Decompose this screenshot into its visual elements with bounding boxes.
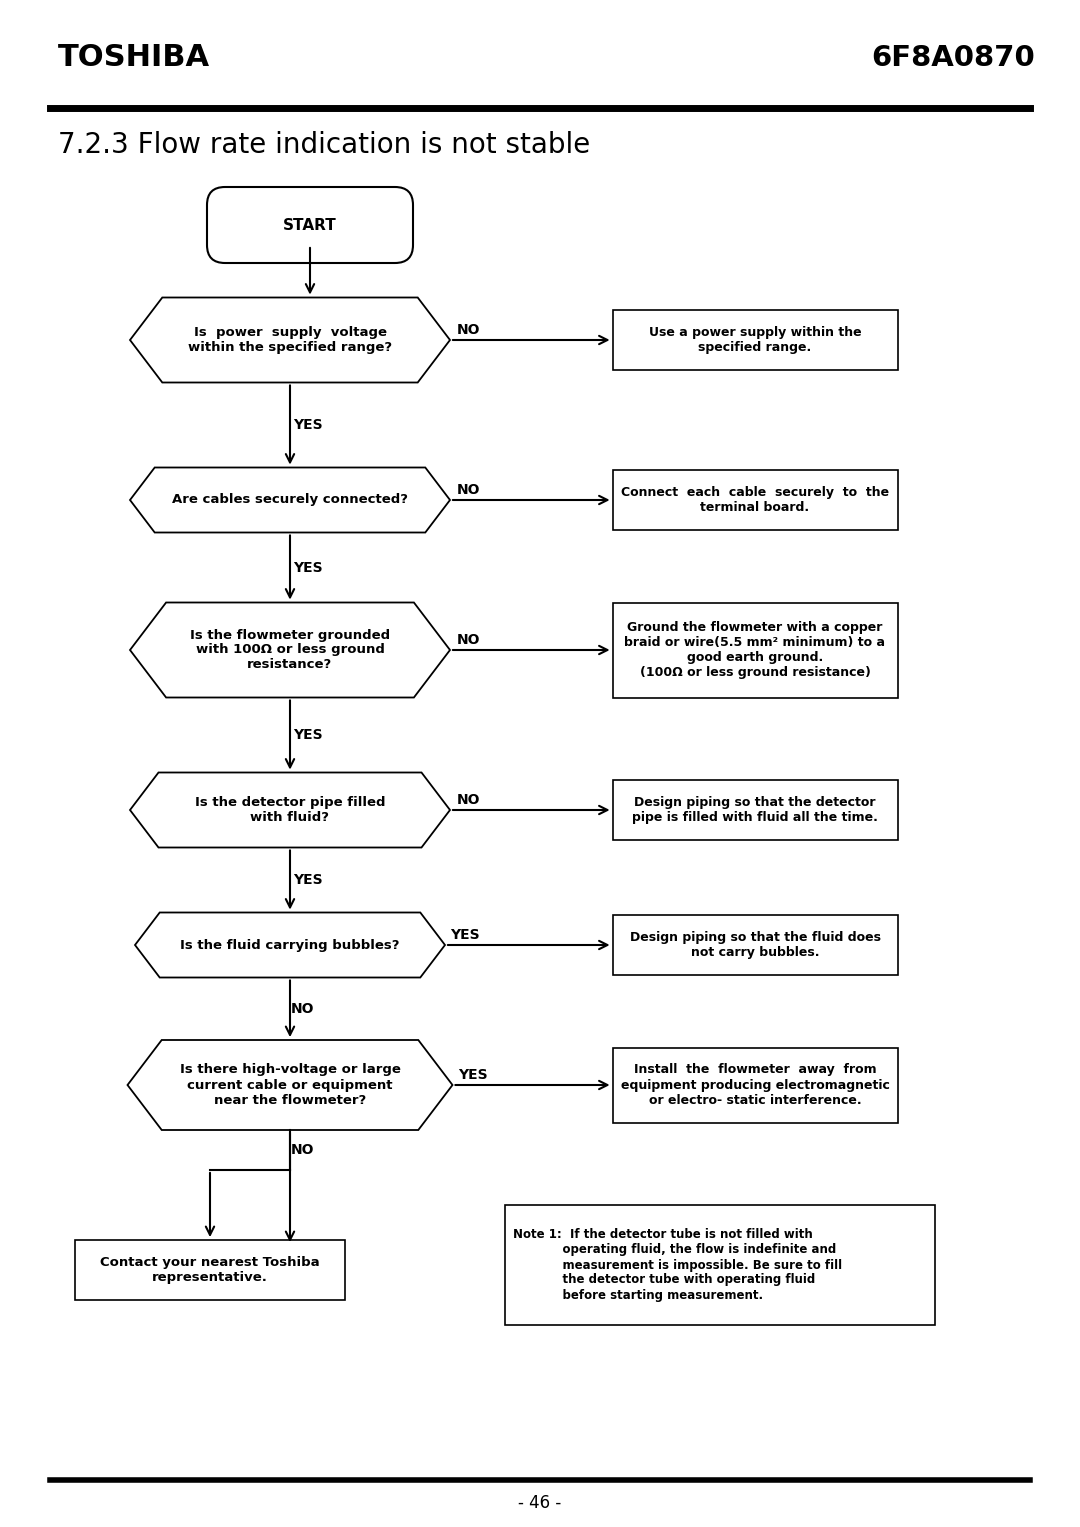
- Text: 6F8A0870: 6F8A0870: [872, 44, 1035, 72]
- Text: Note 1:  If the detector tube is not filled with
            operating fluid, th: Note 1: If the detector tube is not fill…: [513, 1229, 842, 1301]
- Text: YES: YES: [293, 418, 323, 432]
- Bar: [612, 603, 897, 698]
- Text: YES: YES: [458, 1067, 487, 1083]
- Text: Is there high-voltage or large
current cable or equipment
near the flowmeter?: Is there high-voltage or large current c…: [179, 1063, 401, 1107]
- Text: TOSHIBA: TOSHIBA: [58, 43, 211, 72]
- Bar: [612, 780, 897, 840]
- Bar: [612, 310, 897, 370]
- Text: Is  power  supply  voltage
within the specified range?: Is power supply voltage within the speci…: [188, 325, 392, 354]
- Text: YES: YES: [450, 928, 480, 942]
- Bar: [612, 915, 897, 976]
- Text: NO: NO: [456, 324, 480, 337]
- Text: Ground the flowmeter with a copper
braid or wire(5.5 mm² minimum) to a
good eart: Ground the flowmeter with a copper braid…: [624, 621, 886, 680]
- Bar: [612, 1048, 897, 1122]
- Text: YES: YES: [293, 560, 323, 574]
- Text: NO: NO: [456, 483, 480, 496]
- Text: NO: NO: [291, 1002, 314, 1015]
- Text: Install  the  flowmeter  away  from
equipment producing electromagnetic
or elect: Install the flowmeter away from equipmen…: [621, 1063, 890, 1107]
- Text: YES: YES: [293, 873, 323, 887]
- Bar: [612, 470, 897, 530]
- Text: START: START: [283, 217, 337, 232]
- Bar: [505, 1205, 935, 1325]
- Text: NO: NO: [456, 634, 480, 647]
- Text: Contact your nearest Toshiba
representative.: Contact your nearest Toshiba representat…: [100, 1257, 320, 1284]
- Text: - 46 -: - 46 -: [518, 1495, 562, 1513]
- Bar: [75, 1240, 345, 1299]
- Text: Design piping so that the detector
pipe is filled with fluid all the time.: Design piping so that the detector pipe …: [632, 796, 878, 825]
- Text: Design piping so that the fluid does
not carry bubbles.: Design piping so that the fluid does not…: [630, 931, 880, 959]
- Text: Connect  each  cable  securely  to  the
terminal board.: Connect each cable securely to the termi…: [621, 486, 889, 515]
- Text: NO: NO: [456, 793, 480, 806]
- Text: Use a power supply within the
specified range.: Use a power supply within the specified …: [649, 325, 862, 354]
- Text: NO: NO: [291, 1144, 314, 1157]
- Text: Is the flowmeter grounded
with 100Ω or less ground
resistance?: Is the flowmeter grounded with 100Ω or l…: [190, 629, 390, 672]
- Text: 7.2.3 Flow rate indication is not stable: 7.2.3 Flow rate indication is not stable: [58, 131, 591, 159]
- Text: YES: YES: [293, 728, 323, 742]
- Text: Are cables securely connected?: Are cables securely connected?: [172, 493, 408, 507]
- Text: Is the detector pipe filled
with fluid?: Is the detector pipe filled with fluid?: [194, 796, 386, 825]
- Text: Is the fluid carrying bubbles?: Is the fluid carrying bubbles?: [180, 939, 400, 951]
